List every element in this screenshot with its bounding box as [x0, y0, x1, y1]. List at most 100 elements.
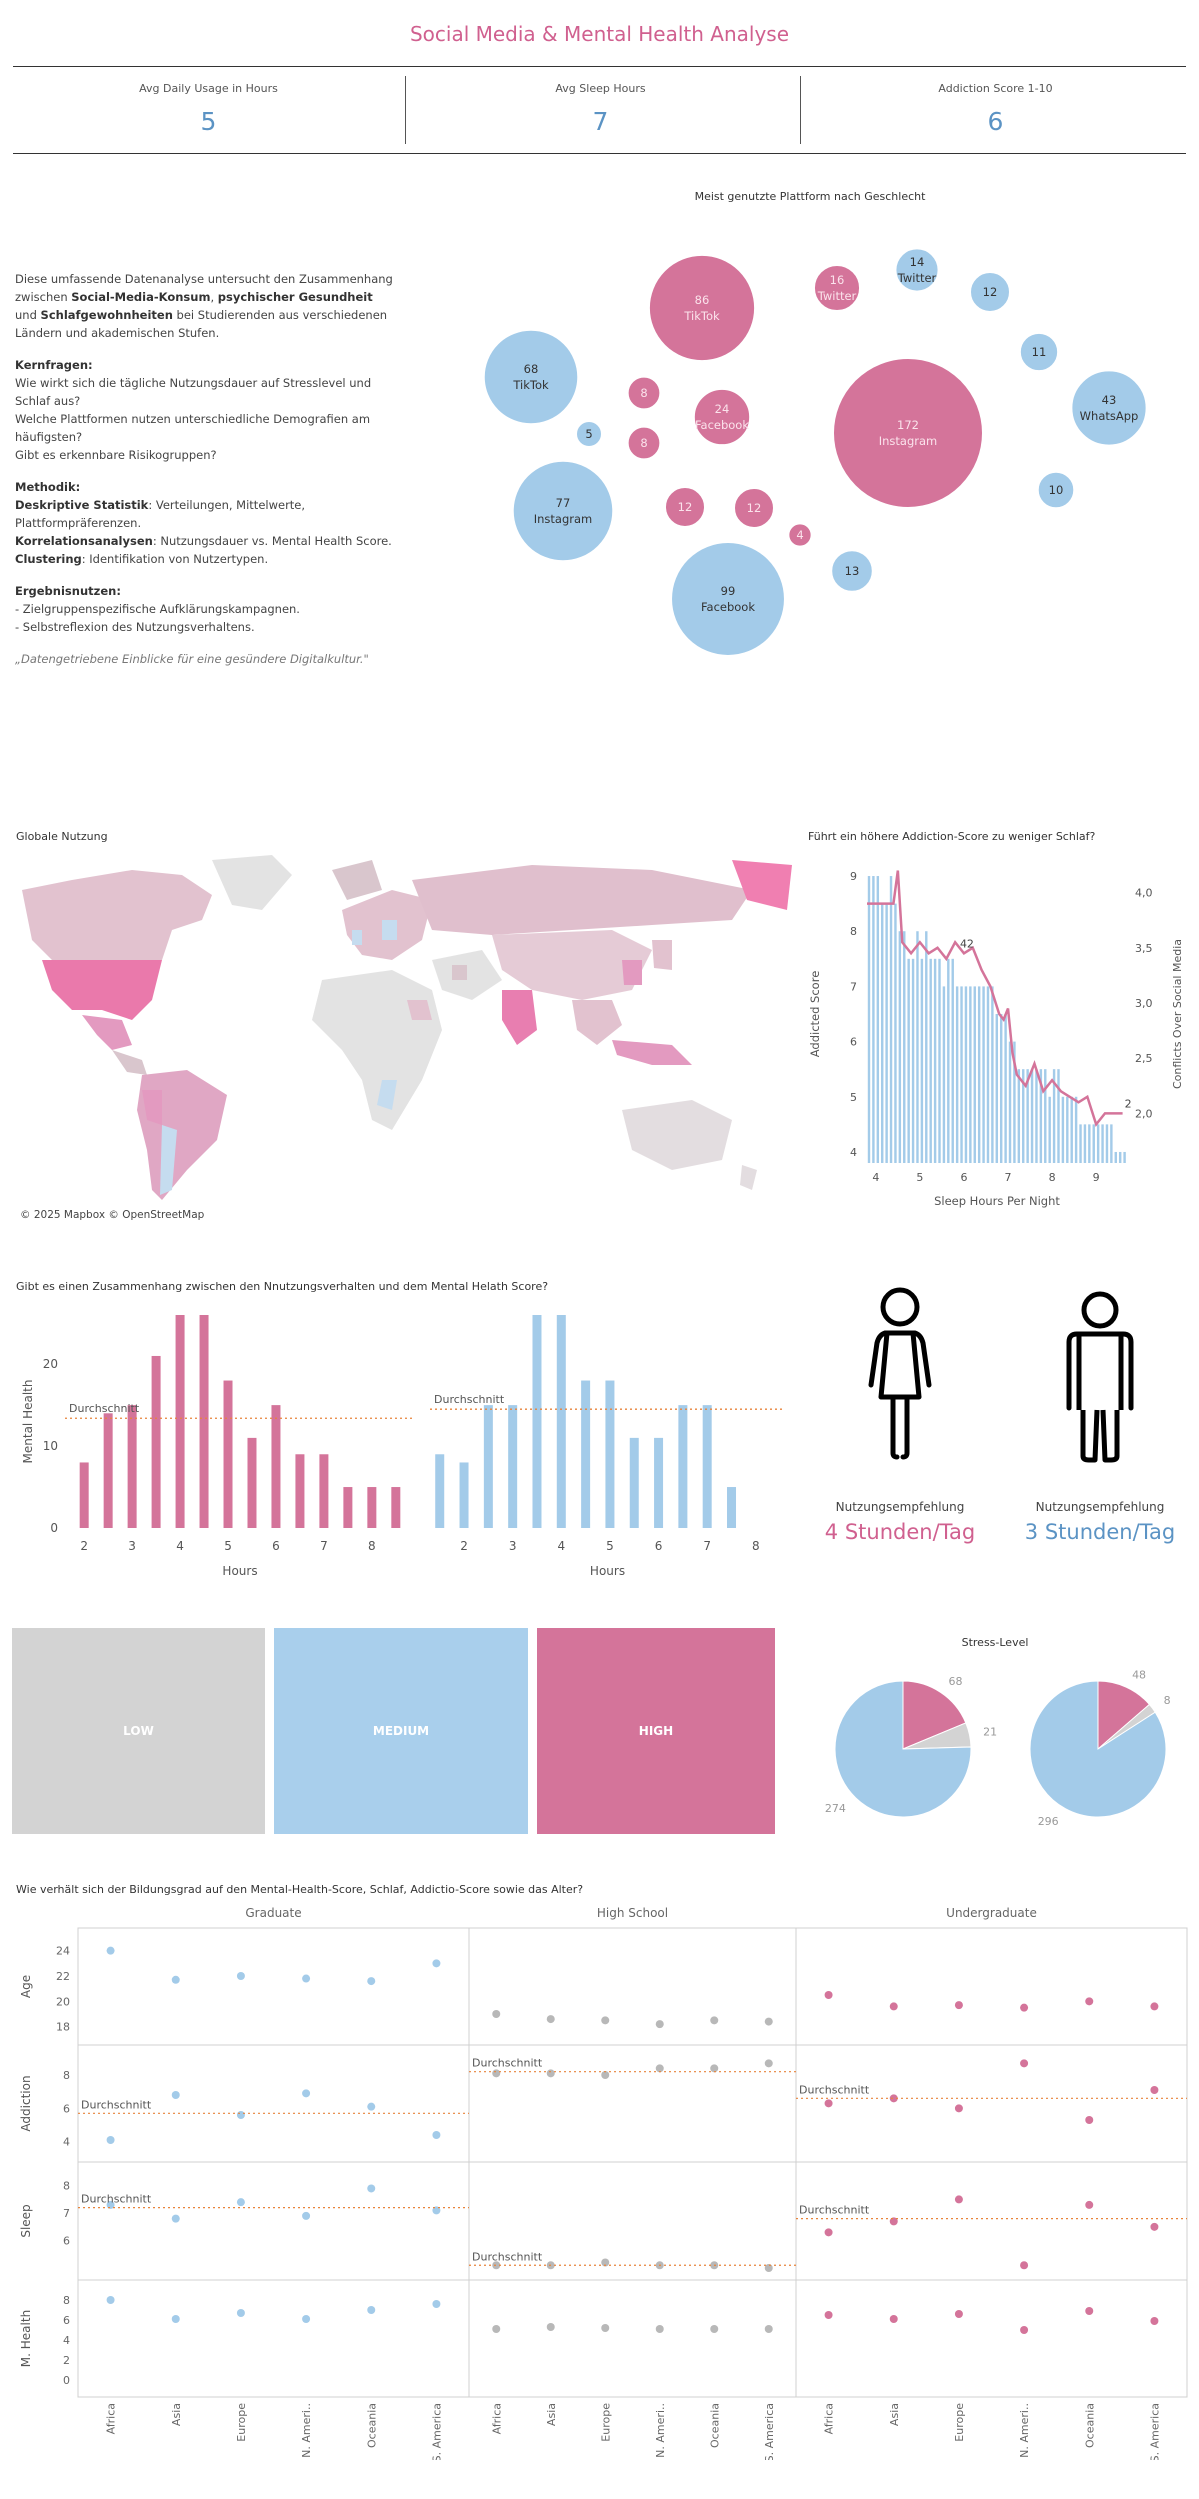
scatter-point — [655, 2325, 664, 2333]
bar — [999, 1014, 1003, 1163]
x-tick-label: 4 — [176, 1539, 184, 1553]
bar — [991, 986, 994, 1163]
scatter-point — [367, 2306, 376, 2314]
question: Wie wirkt sich die tägliche Nutzungsdaue… — [15, 376, 372, 408]
category-label: Asia — [888, 2403, 901, 2426]
map-title: Globale Nutzung — [16, 830, 108, 843]
page-title: Social Media & Mental Health Analyse — [409, 22, 790, 46]
scatter-point — [1150, 2222, 1159, 2231]
bar — [929, 958, 932, 1163]
bubble-platform-label: TikTok — [683, 309, 720, 323]
y-tick-label: 7 — [850, 980, 857, 993]
bubble-platform-label: Twitter — [817, 289, 857, 303]
bar — [960, 986, 963, 1163]
bubble-value-label: 99 — [721, 584, 736, 598]
pie-value-label: 21 — [983, 1726, 997, 1739]
bar — [459, 1462, 469, 1528]
y-tick-label: 6 — [63, 2102, 70, 2115]
scatter-point — [601, 2258, 610, 2267]
bar — [1101, 1124, 1104, 1163]
bar — [581, 1380, 591, 1528]
grid-cell — [77, 2279, 470, 2398]
y-tick-label: 6 — [850, 1036, 857, 1049]
y-tick-label: 8 — [63, 2294, 70, 2307]
intro-bold: psychischer Gesundheit — [217, 290, 373, 304]
bubble — [1037, 471, 1075, 509]
bubble-platform-label: Facebook — [701, 600, 755, 614]
average-label: Durchschnitt — [81, 2098, 152, 2111]
y-tick-label: 24 — [56, 1945, 70, 1958]
kpi-usage-value: 5 — [200, 107, 217, 136]
kpi-addiction-label: Addiction Score 1-10 — [938, 82, 1053, 95]
stress-tile-low[interactable]: LOW — [12, 1628, 265, 1834]
category-label: N. Ameri.. — [654, 2403, 667, 2458]
scatter-point — [824, 2099, 833, 2108]
x-tick-label: 7 — [1005, 1171, 1012, 1184]
category-label: Oceania — [1083, 2403, 1096, 2448]
y-tick-label: 20 — [43, 1357, 58, 1371]
x-tick-label: 4 — [557, 1539, 565, 1553]
scatter-point — [302, 2211, 311, 2220]
bar — [271, 1405, 281, 1528]
stress-level-pies: 68 21 274 48 8 296 — [825, 1668, 1171, 1828]
scatter-point — [889, 2315, 898, 2323]
scatter-point — [302, 1974, 311, 1983]
scatter-point — [302, 2315, 311, 2323]
bar — [1004, 1014, 1007, 1163]
stress-tile-medium[interactable]: MEDIUM — [274, 1628, 528, 1834]
scatter-point — [492, 2325, 501, 2333]
y-tick-label: 20 — [56, 1995, 70, 2008]
kpi-divider — [405, 76, 406, 144]
y-tick-label: 7 — [63, 2207, 70, 2220]
bar — [1057, 1069, 1060, 1163]
bar — [1008, 1041, 1012, 1163]
y-tick-label: 8 — [850, 925, 857, 938]
bubble — [1070, 369, 1148, 447]
scatter-point — [824, 2228, 833, 2237]
y-axis-label: Mental Health — [21, 1380, 35, 1464]
scatter-point — [171, 2315, 180, 2323]
intro-text-part: , — [210, 290, 218, 304]
tile-label: LOW — [123, 1724, 154, 1738]
bar — [1017, 1069, 1021, 1163]
x-tick-label: 5 — [606, 1539, 614, 1553]
y-tick-label: 8 — [63, 2180, 70, 2193]
world-map[interactable] — [12, 850, 796, 1222]
bar — [483, 1405, 493, 1528]
bar — [916, 931, 919, 1163]
x-tick-label: 5 — [224, 1539, 232, 1553]
bubble — [648, 254, 756, 362]
category-label: Europe — [599, 2403, 612, 2442]
y2-tick-label: 2,5 — [1135, 1052, 1153, 1065]
bar — [1114, 1151, 1117, 1163]
scatter-point — [546, 2323, 555, 2331]
scatter-point — [824, 1991, 833, 1999]
bubble-value-label: 12 — [983, 285, 998, 299]
bubble — [693, 388, 751, 446]
bubble — [894, 247, 940, 293]
results-heading: Ergebnisnutzen: — [15, 584, 121, 598]
bar — [885, 903, 888, 1163]
scatter-point — [889, 2094, 898, 2103]
grid-cell — [795, 2279, 1188, 2398]
bar — [1118, 1151, 1122, 1163]
bubble — [575, 420, 603, 448]
grid-cell — [468, 1927, 797, 2046]
x-tick-label: 8 — [752, 1539, 760, 1553]
bubble — [832, 357, 984, 509]
row-label: Age — [19, 1975, 33, 1998]
stress-tile-high[interactable]: HIGH — [537, 1628, 775, 1834]
scatter-point — [710, 2325, 719, 2333]
y2-tick-label: 4,0 — [1135, 887, 1153, 900]
bar — [79, 1462, 89, 1528]
bar — [1096, 1124, 1100, 1163]
category-label: Europe — [235, 2403, 248, 2442]
scatter-point — [171, 2214, 180, 2223]
scatter-point — [171, 1975, 180, 1984]
bubble-value-label: 10 — [1049, 483, 1064, 497]
bar — [319, 1454, 329, 1528]
y-tick-label: 5 — [850, 1091, 857, 1104]
scatter-point — [432, 2206, 441, 2215]
quote-text: „Datengetriebene Einblicke für eine gesü… — [15, 652, 369, 666]
bar — [1074, 1096, 1078, 1163]
